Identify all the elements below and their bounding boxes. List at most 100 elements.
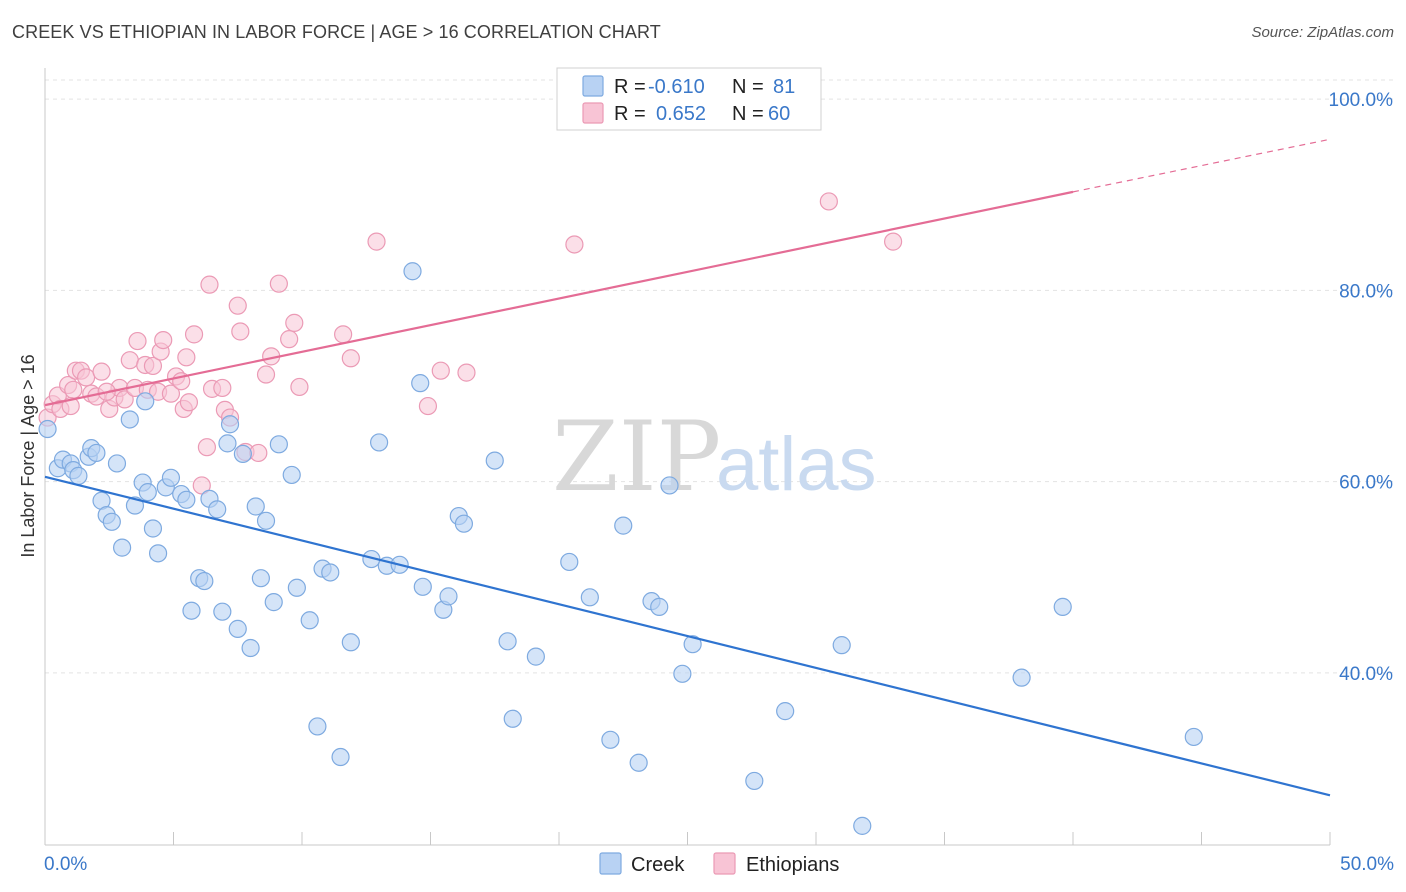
legend-r-label-ethiopians: R = xyxy=(614,103,646,125)
y-tick-label-80: 80.0% xyxy=(1339,281,1393,302)
x-tick-marks xyxy=(44,832,1331,845)
creek-point xyxy=(102,512,121,531)
creek-point xyxy=(526,647,545,666)
ethiopians-point xyxy=(334,325,353,344)
creek-point xyxy=(853,816,872,835)
creek-point xyxy=(1184,727,1203,747)
creek-point xyxy=(650,597,669,616)
creek-point xyxy=(38,419,57,439)
creek-point xyxy=(161,468,181,487)
creek-point xyxy=(485,451,504,470)
creek-point xyxy=(660,476,679,495)
watermark-atlas: atlas xyxy=(716,422,877,507)
creek-point xyxy=(112,538,132,557)
ethiopians-point xyxy=(154,331,173,350)
legend: R = -0.610 N = 81 R = 0.652 N = 60 xyxy=(556,67,822,131)
creek-point xyxy=(256,511,276,530)
bottom-legend: Creek Ethiopians xyxy=(599,852,839,876)
legend-swatch-ethiopians xyxy=(582,102,604,124)
y-tick-label-100: 100.0% xyxy=(1329,90,1394,111)
creek-point xyxy=(69,466,88,485)
ethiopians-point xyxy=(256,365,276,384)
creek-point xyxy=(241,638,260,658)
creek-point xyxy=(413,577,432,596)
bottom-legend-swatch-ethiopians xyxy=(713,852,736,875)
ethiopians-point xyxy=(285,313,304,332)
creek-point xyxy=(282,465,301,485)
ethiopians-point xyxy=(249,443,268,463)
creek-point xyxy=(148,544,168,563)
creek-point xyxy=(331,747,350,767)
ethiopians-point xyxy=(819,192,838,211)
ethiopians-trend-line xyxy=(44,190,1074,407)
watermark: ZIP atlas xyxy=(552,401,877,513)
creek-point xyxy=(341,633,360,652)
creek-point xyxy=(287,578,306,597)
creek-point xyxy=(220,415,240,434)
legend-r-value-ethiopians: 0.652 xyxy=(656,103,706,125)
creek-point xyxy=(580,588,599,607)
creek-point xyxy=(269,435,288,454)
bottom-legend-swatch-creek xyxy=(599,852,622,875)
creek-point xyxy=(228,619,247,638)
creek-point xyxy=(321,563,340,582)
bottom-legend-creek: Creek xyxy=(631,854,685,876)
creek-points xyxy=(38,262,1203,835)
creek-point xyxy=(177,490,196,509)
grid-lines xyxy=(45,79,1393,674)
legend-n-label-ethiopians: N = xyxy=(732,103,764,125)
creek-point xyxy=(213,602,232,621)
creek-point xyxy=(370,433,389,452)
ethiopians-point xyxy=(92,362,111,381)
legend-swatch-creek xyxy=(582,75,604,97)
ethiopians-point xyxy=(120,351,139,370)
legend-n-value-ethiopians: 60 xyxy=(768,103,790,125)
ethiopians-point xyxy=(143,356,163,376)
creek-point xyxy=(454,514,474,533)
legend-r-label-creek: R = xyxy=(614,76,646,98)
ethiopians-point xyxy=(200,275,219,294)
creek-point xyxy=(251,569,270,588)
creek-trend-line xyxy=(44,475,1331,797)
creek-point xyxy=(195,571,214,591)
creek-point xyxy=(143,519,163,538)
creek-point xyxy=(629,753,648,772)
ethiopians-point xyxy=(128,331,147,351)
ethiopians-point xyxy=(179,393,199,412)
ethiopians-point xyxy=(228,296,247,315)
creek-point xyxy=(560,552,579,572)
bottom-legend-ethiopians: Ethiopians xyxy=(746,854,839,876)
creek-point xyxy=(601,730,620,749)
creek-point xyxy=(776,702,795,721)
creek-point xyxy=(683,635,702,654)
ethiopians-point xyxy=(115,390,134,409)
legend-n-label-creek: N = xyxy=(732,76,764,98)
ethiopians-point xyxy=(184,325,204,344)
creek-point xyxy=(411,374,430,393)
creek-point xyxy=(87,443,106,463)
creek-point xyxy=(832,636,851,655)
ethiopians-point xyxy=(418,396,438,416)
ethiopians-trend-extension xyxy=(1072,138,1331,193)
creek-point xyxy=(138,483,157,502)
ethiopians-point xyxy=(213,378,232,398)
ethiopians-point xyxy=(565,235,584,254)
creek-point xyxy=(308,717,327,736)
creek-point xyxy=(136,392,155,411)
creek-point xyxy=(503,709,522,728)
ethiopians-point xyxy=(231,322,250,341)
creek-point xyxy=(403,262,422,281)
ethiopians-point xyxy=(177,348,196,367)
creek-point xyxy=(673,664,692,683)
ethiopians-point xyxy=(64,380,83,399)
creek-point xyxy=(614,516,633,535)
chart-title: CREEK VS ETHIOPIAN IN LABOR FORCE | AGE … xyxy=(12,22,661,42)
creek-point xyxy=(233,444,252,463)
creek-point xyxy=(246,497,265,516)
ethiopians-point xyxy=(431,361,450,380)
ethiopians-point xyxy=(883,232,903,251)
creek-point xyxy=(264,593,283,612)
y-tick-labels: 40.0% 60.0% 80.0% 100.0% xyxy=(1329,90,1394,685)
creek-point xyxy=(439,587,458,606)
y-axis-label: In Labor Force | Age > 16 xyxy=(18,354,38,557)
